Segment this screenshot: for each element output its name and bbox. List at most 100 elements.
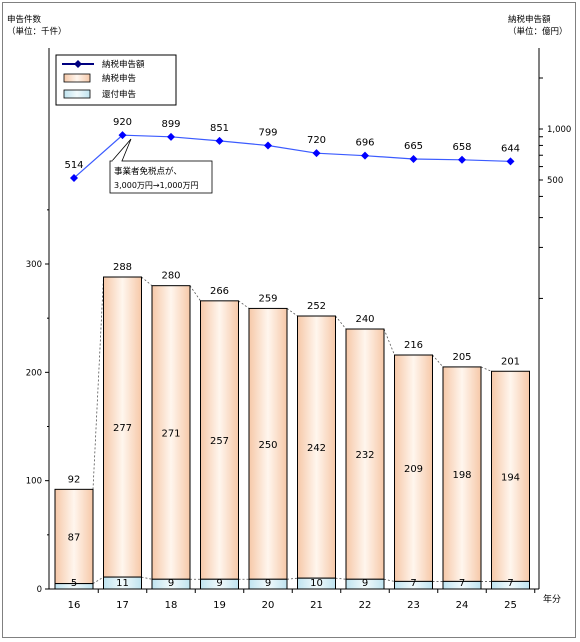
- annotation-line-2: 3,000万円→1,000万円: [114, 181, 199, 190]
- tax-amount-label: 658: [452, 142, 471, 153]
- refund-label: 11: [116, 578, 129, 589]
- tax-return-label: 87: [68, 532, 81, 543]
- refund-label: 7: [410, 578, 416, 589]
- x-tick-label: 16: [68, 600, 81, 611]
- x-tick-label: 17: [116, 600, 129, 611]
- refund-connector: [141, 576, 153, 580]
- tax-amount-line: [73, 134, 511, 179]
- x-tick-label: 22: [359, 600, 372, 611]
- total-connector: [141, 276, 153, 286]
- annotation: 事業者免税点が、 3,000万円→1,000万円: [109, 138, 213, 194]
- tax-return-label: 250: [258, 440, 277, 451]
- total-label: 266: [210, 286, 229, 297]
- x-axis-unit: 年分: [543, 593, 561, 605]
- tax-return-label: 209: [404, 464, 423, 475]
- refund-connector: [286, 577, 298, 580]
- annotation-line-1: 事業者免税点が、: [114, 166, 182, 177]
- bar-refund-return: [345, 578, 385, 590]
- tax-amount-marker: [215, 136, 224, 145]
- left-axis-title-label: 申告件数: [7, 15, 42, 25]
- left-tick-label: 0: [37, 585, 42, 595]
- legend-label-refund-return: 還付申告: [102, 89, 136, 100]
- tax-amount-label: 920: [113, 117, 132, 128]
- tax-amount-label: 899: [161, 119, 180, 130]
- tax-amount-marker: [506, 157, 515, 166]
- tax-return-label: 194: [501, 472, 520, 483]
- right-tick-label: 1,000: [547, 125, 571, 135]
- refund-label: 9: [216, 578, 222, 589]
- bar-tax-return: [345, 328, 385, 580]
- left-tick-label: 100: [26, 477, 42, 487]
- bar-tax-return: [248, 307, 288, 580]
- total-connector: [238, 300, 250, 309]
- x-tick-label: 20: [262, 600, 275, 611]
- bar-refund-return: [442, 580, 482, 590]
- bar-refund-return: [297, 577, 336, 590]
- bar-refund-return: [200, 578, 239, 590]
- refund-label: 10: [310, 578, 323, 589]
- total-label: 201: [501, 356, 520, 367]
- bar-tax-return: [54, 488, 94, 585]
- left-tick-label: 200: [26, 368, 42, 378]
- tax-amount-marker: [167, 132, 175, 141]
- tax-amount-label: 644: [501, 143, 520, 154]
- tax-amount-marker: [409, 155, 418, 164]
- total-label: 92: [68, 474, 81, 485]
- total-connector: [383, 328, 395, 356]
- tax-amount-marker: [361, 151, 369, 160]
- total-label: 252: [307, 301, 326, 312]
- refund-connector: [335, 577, 347, 580]
- bar-refund-return: [394, 580, 433, 590]
- tax-amount-marker: [70, 173, 78, 182]
- total-label: 216: [404, 340, 423, 351]
- x-tick-label: 23: [407, 600, 420, 611]
- x-tick-label: 24: [456, 600, 469, 611]
- legend-swatch-refund-return: [63, 89, 91, 99]
- bar-tax-return: [151, 285, 191, 580]
- bar-tax-return: [297, 315, 336, 579]
- tax-return-label: 232: [355, 450, 374, 461]
- tax-amount-marker: [312, 149, 321, 158]
- right-axis-title-label: 納税申告額: [508, 15, 551, 25]
- refund-label: 5: [71, 578, 77, 589]
- tax-return-label: 198: [452, 470, 471, 481]
- tax-amount-marker: [458, 155, 466, 164]
- tax-amount-label: 514: [64, 160, 83, 171]
- legend-label-tax-return: 納税申告: [102, 73, 136, 84]
- total-label: 288: [113, 262, 132, 273]
- tax-amount-label: 851: [210, 123, 229, 134]
- tax-amount-label: 720: [307, 135, 326, 146]
- total-label: 240: [355, 314, 374, 325]
- refund-connector: [92, 576, 104, 584]
- bar-refund-return: [491, 580, 530, 590]
- x-tick-label: 25: [504, 600, 517, 611]
- total-connector: [480, 366, 492, 372]
- total-connector: [335, 315, 347, 330]
- refund-label: 9: [265, 578, 271, 589]
- refund-connector: [383, 578, 395, 582]
- bar-tax-return: [394, 354, 433, 582]
- tax-return-label: 242: [307, 443, 326, 454]
- x-tick-label: 21: [310, 600, 323, 611]
- legend-marker-swatch: [74, 60, 82, 68]
- total-label: 280: [161, 271, 180, 282]
- x-tick-label: 18: [165, 600, 178, 611]
- legend-label-tax-amount: 納税申告額: [102, 59, 145, 70]
- total-connector: [432, 354, 444, 368]
- refund-label: 9: [362, 578, 368, 589]
- bar-tax-return: [491, 370, 530, 582]
- refund-label: 9: [168, 578, 174, 589]
- bar-refund-return: [54, 583, 94, 590]
- right-tick-label: 500: [547, 176, 563, 186]
- bar-tax-return: [103, 276, 142, 578]
- right-axis-title: 納税申告額 （単位：億円）: [508, 14, 568, 38]
- total-label: 205: [452, 352, 471, 363]
- annotation-box: [109, 160, 213, 194]
- tax-amount-label: 799: [258, 128, 277, 139]
- tax-return-label: 277: [113, 423, 132, 434]
- bar-refund-return: [248, 578, 288, 590]
- left-tick-label: 300: [26, 260, 42, 270]
- tax-amount-marker: [264, 141, 272, 150]
